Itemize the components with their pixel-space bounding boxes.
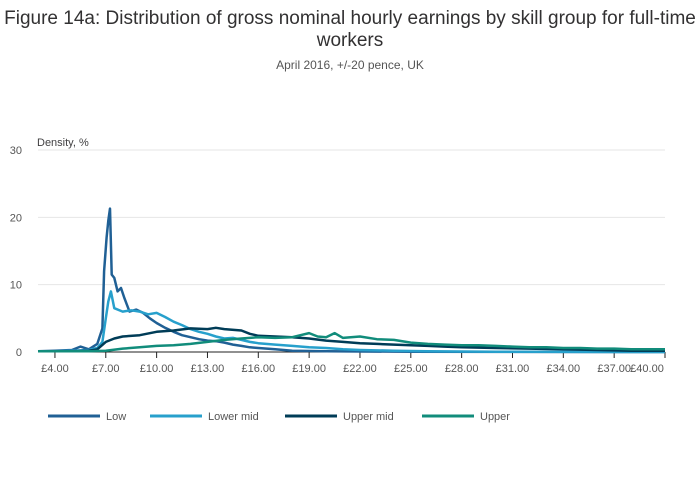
legend-item-upper-mid[interactable]: Upper mid	[285, 411, 394, 423]
y-axis-ticks: 0 10 20 30	[10, 145, 22, 359]
series-line-upper	[38, 331, 665, 353]
x-tick-label: £25.00	[394, 363, 428, 375]
legend-label: Lower mid	[208, 411, 259, 423]
legend-item-low[interactable]: Low	[48, 411, 126, 423]
y-axis-label: Density, %	[37, 137, 89, 149]
legend-label: Upper	[480, 411, 510, 423]
x-axis-ticks: £4.00 £7.00 £10.00 £13.00 £16.00 £19.00 £22.00…	[41, 352, 666, 375]
x-tick-label: £7.00	[92, 363, 120, 375]
legend[interactable]: Low Lower mid Upper mid Upper	[48, 411, 510, 423]
legend-label: Upper mid	[343, 411, 394, 423]
x-tick-label: £13.00	[191, 363, 225, 375]
y-tick-label: 0	[16, 347, 22, 359]
y-tick-label: 30	[10, 145, 22, 157]
x-tick-label: £22.00	[343, 363, 377, 375]
x-tick-label: £4.00	[41, 363, 69, 375]
legend-item-upper[interactable]: Upper	[422, 411, 510, 423]
x-tick-label: £16.00	[241, 363, 275, 375]
x-tick-label: £34.00	[546, 363, 580, 375]
series-line-upper-mid	[38, 326, 665, 353]
chart-subtitle: April 2016, +/-20 pence, UK	[276, 58, 424, 72]
x-tick-label: £40.00	[630, 363, 664, 375]
chart-title: Figure 14a: Distribution of gross nomina…	[4, 8, 696, 51]
x-tick-label: £19.00	[292, 363, 326, 375]
y-tick-label: 20	[10, 212, 22, 224]
x-tick-label: £10.00	[140, 363, 174, 375]
series-lines	[37, 207, 666, 354]
x-tick-label: £31.00	[496, 363, 530, 375]
gridlines	[38, 149, 665, 286]
legend-item-lower-mid[interactable]: Lower mid	[150, 411, 259, 423]
legend-label: Low	[106, 411, 126, 423]
y-tick-label: 10	[10, 280, 22, 292]
x-tick-label: £37.00	[597, 363, 631, 375]
x-tick-label: £28.00	[445, 363, 479, 375]
series-line-low	[37, 207, 666, 354]
